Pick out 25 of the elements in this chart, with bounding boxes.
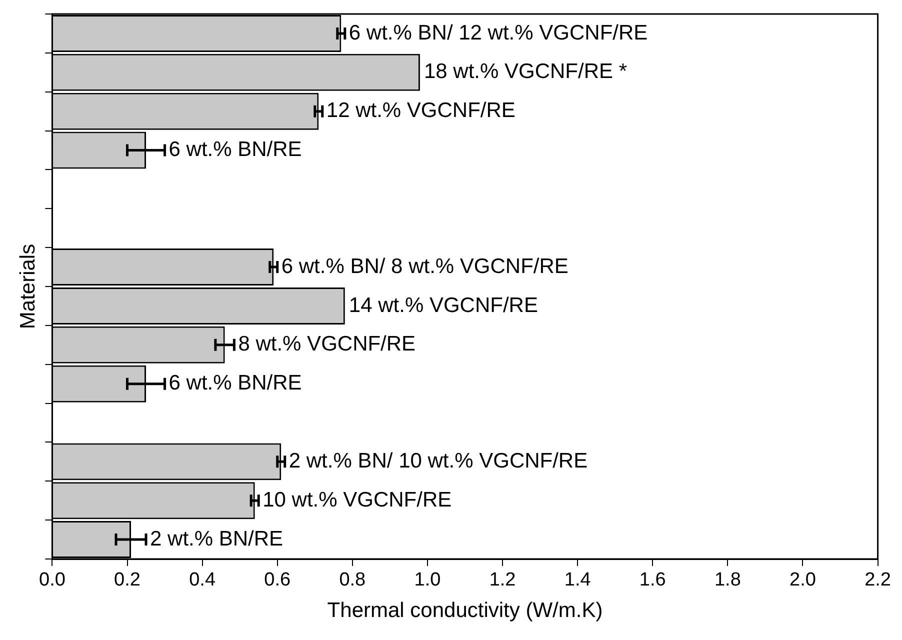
y-tick-label: 6 wt.% BN/RE: [168, 138, 302, 162]
y-tick-label: 6 wt.% BN/ 8 wt.% VGCNF/RE: [281, 254, 568, 278]
x-tick-label: 0.0: [38, 570, 66, 591]
y-tick-label: 2 wt.% BN/ 10 wt.% VGCNF/RE: [288, 449, 588, 472]
x-tick-label: 1.8: [714, 570, 741, 591]
y-tick-label: 8 wt.% VGCNF/RE: [238, 332, 416, 356]
y-tick-label: 10 wt.% VGCNF/RE: [262, 488, 452, 512]
y-tick-label: 12 wt.% VGCNF/RE: [326, 99, 516, 122]
x-tick-label: 0.2: [114, 570, 140, 591]
x-tick-label: 2.0: [790, 570, 816, 591]
x-tick-label: 0.4: [189, 570, 216, 591]
x-tick-label: 0.8: [339, 570, 366, 591]
x-tick-label: 1.2: [489, 570, 516, 591]
x-tick-label: 1.6: [639, 570, 666, 591]
y-tick-label: 6 wt.% BN/RE: [168, 372, 302, 395]
y-tick-label: 2 wt.% BN/RE: [150, 527, 284, 550]
y-tick-label: 6 wt.% BN/ 12 wt.% VGCNF/RE: [348, 21, 648, 44]
y-axis-title: Materials: [16, 244, 40, 330]
y-tick-label: 18 wt.% VGCNF/RE *: [424, 60, 628, 84]
x-tick-label: 2.2: [864, 570, 892, 591]
y-tick-label: 14 wt.% VGCNF/RE: [348, 294, 538, 317]
x-axis-title: Thermal conductivity (W/m.K): [327, 599, 603, 622]
x-tick-label: 1.4: [564, 570, 592, 591]
x-tick-label: 1.0: [414, 570, 441, 591]
x-tick-label: 0.6: [264, 570, 291, 591]
